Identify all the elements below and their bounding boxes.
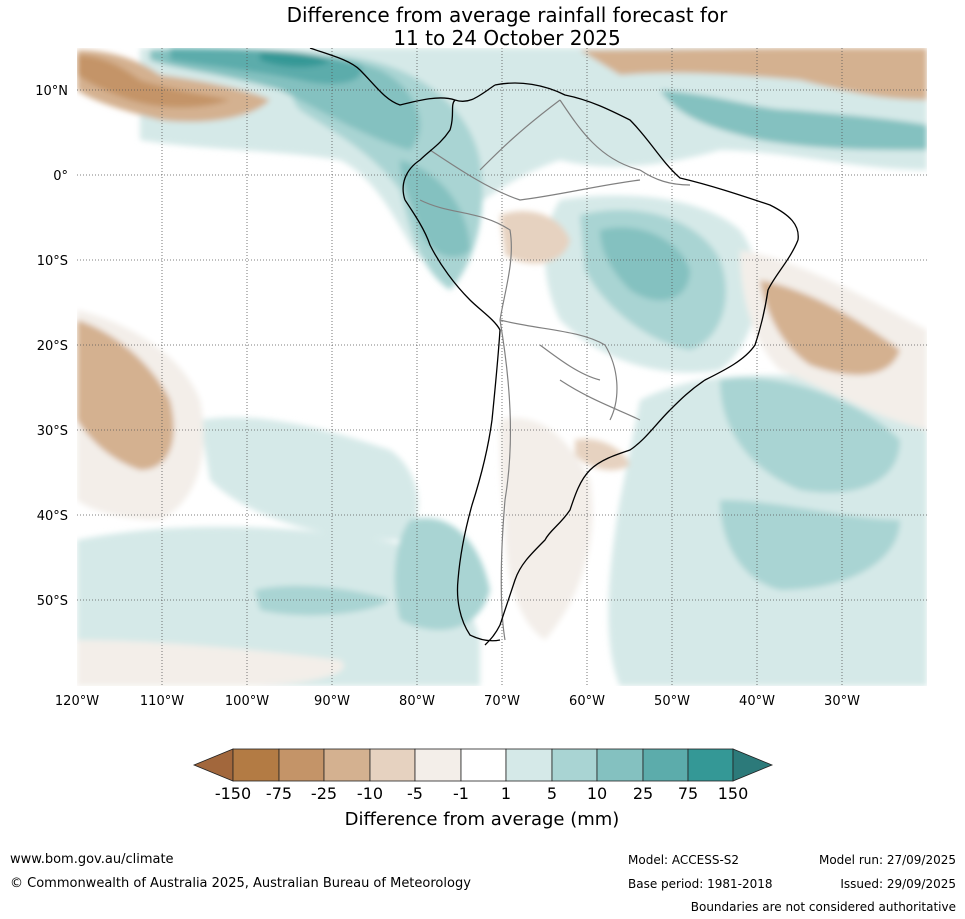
lon-label: 40°W [739, 694, 775, 709]
colorbar: -150 -75 -25 -10 -5 -1 1 5 10 25 75 150 … [192, 748, 774, 830]
title-line-2: 11 to 24 October 2025 [393, 26, 621, 50]
colorbar-segment [278, 748, 325, 782]
colorbar-tick-label: 10 [587, 784, 607, 803]
colorbar-tick-label: -5 [407, 784, 423, 803]
colorbar-tick-label: -150 [215, 784, 251, 803]
dry-region-pacific-south [77, 640, 344, 686]
lon-label: 120°W [55, 694, 99, 709]
wet-region-atlantic-north [660, 90, 927, 150]
colorbar-tick-label: 25 [633, 784, 653, 803]
coastline-pacific [404, 199, 501, 642]
model-name: Model: ACCESS-S2 [628, 853, 740, 867]
country-boundaries [419, 99, 691, 641]
dry-region-pacific-core [77, 320, 174, 470]
colorbar-segment [687, 748, 734, 782]
colorbar-tick-label: 1 [501, 784, 511, 803]
colorbar-tick-label: -1 [453, 784, 469, 803]
lat-label: 40°S [37, 509, 68, 524]
dry-region-brazil-east-core [760, 280, 900, 375]
wet-region-patagonia [394, 518, 490, 630]
colorbar-arrow-low [192, 748, 234, 782]
colorbar-tick-label: -75 [266, 784, 292, 803]
coastline-caribbean [494, 82, 799, 241]
colorbar-segment [323, 748, 371, 782]
issued-date: Issued: 29/09/2025 [840, 877, 956, 891]
colorbar-segment [414, 748, 462, 782]
dry-region-atlantic-north [580, 48, 927, 100]
colorbar-tick-label: 150 [718, 784, 749, 803]
colorbar-segment [551, 748, 598, 782]
colorbar-segment [460, 748, 507, 782]
latitude-labels: 10°N 0° 10°S 20°S 30°S 40°S 50°S [35, 84, 68, 609]
title-line-1: Difference from average rainfall forecas… [286, 3, 728, 27]
wet-region-brazil-inner [600, 227, 690, 301]
lon-label: 100°W [225, 694, 269, 709]
coastline-brazil-east [669, 239, 799, 411]
dry-region-pacific-north [77, 50, 270, 122]
lat-label: 0° [53, 169, 68, 184]
lat-label: 20°S [37, 339, 68, 354]
wet-region-caribbean-peak [260, 51, 330, 68]
colorbar-tick-label: 5 [547, 784, 557, 803]
dry-region-argentina [500, 418, 593, 640]
lat-label: 30°S [37, 424, 68, 439]
wet-region-south-atlantic [720, 378, 900, 493]
colorbar-segment [369, 748, 416, 782]
website-link[interactable]: www.bom.gov.au/climate [10, 852, 174, 867]
colorbar-tick-label: -25 [311, 784, 337, 803]
base-period: Base period: 1981-2018 [628, 877, 773, 891]
lon-label: 80°W [399, 694, 435, 709]
lat-label: 10°S [37, 254, 68, 269]
colorbar-segment [505, 748, 553, 782]
lat-label: 10°N [35, 84, 68, 99]
lon-label: 50°W [654, 694, 690, 709]
wet-region-amazon-west [400, 160, 470, 258]
anomaly-shading [77, 48, 927, 686]
coastline [309, 48, 799, 646]
colorbar-segment [596, 748, 644, 782]
wet-region-pacific-mid [200, 417, 419, 540]
wet-region-atlantic-band [720, 500, 900, 590]
colorbar-segment [642, 748, 689, 782]
colorbar-tick-label: 75 [678, 784, 698, 803]
gridlines [77, 48, 927, 686]
map-area [77, 48, 927, 686]
boundaries-disclaimer: Boundaries are not considered authoritat… [690, 900, 956, 914]
colorbar-title: Difference from average (mm) [345, 809, 620, 830]
lon-label: 60°W [569, 694, 605, 709]
lon-label: 70°W [484, 694, 520, 709]
lon-label: 110°W [140, 694, 184, 709]
longitude-labels: 120°W 110°W 100°W 90°W 80°W 70°W 60°W 50… [55, 694, 860, 709]
colorbar-tick-label: -10 [357, 784, 383, 803]
map-title: Difference from average rainfall forecas… [0, 4, 965, 50]
dry-region-pacific-north-core [77, 55, 230, 108]
wet-region-pacific-band [255, 585, 390, 616]
colorbar-arrow-high [732, 748, 774, 782]
dry-region-uruguay [575, 439, 630, 471]
copyright-notice: © Commonwealth of Australia 2025, Austra… [10, 876, 471, 891]
coastline-south-atlantic [484, 409, 671, 646]
model-run-date: Model run: 27/09/2025 [818, 853, 956, 867]
coastline-ecuador [402, 99, 456, 201]
dry-region-amazon [500, 211, 570, 264]
coastline-central-america [309, 48, 496, 106]
lon-label: 90°W [314, 694, 350, 709]
colorbar-segment [232, 748, 280, 782]
lon-label: 30°W [824, 694, 860, 709]
lat-label: 50°S [37, 594, 68, 609]
